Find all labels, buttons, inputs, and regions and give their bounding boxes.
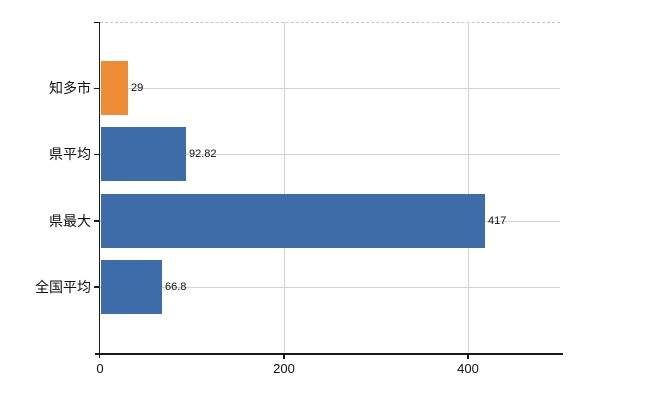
- plot-top-dashed-border: [100, 22, 560, 23]
- y-axis-tick: [93, 87, 99, 90]
- bar: [101, 259, 162, 314]
- y-axis-tick: [93, 286, 99, 288]
- x-axis-line: [95, 353, 563, 355]
- category-label: 県最大: [49, 212, 91, 229]
- bar-value-label: 417: [488, 214, 507, 227]
- x-axis-tick: [283, 353, 285, 359]
- y-axis-tick: [93, 153, 99, 156]
- h-gridline: [100, 286, 560, 288]
- x-axis-tick: [467, 353, 469, 359]
- category-label: 県平均: [49, 146, 91, 163]
- y-axis-tick: [93, 21, 99, 23]
- bar-value-label: 29: [131, 82, 144, 95]
- x-tick-label: 200: [273, 361, 295, 376]
- bar: [101, 127, 186, 182]
- x-tick-label: 400: [457, 361, 479, 376]
- bar: [101, 61, 128, 116]
- category-label: 全国平均: [35, 278, 91, 295]
- v-gridline: [468, 22, 469, 353]
- category-label: 知多市: [49, 80, 91, 97]
- y-axis-line: [98, 22, 100, 358]
- h-gridline: [100, 88, 560, 90]
- bar-value-label: 66.8: [165, 280, 187, 293]
- y-axis-tick: [93, 220, 99, 222]
- x-tick-label: 0: [96, 361, 104, 376]
- bar-value-label: 92.82: [189, 148, 217, 161]
- bar: [101, 193, 485, 248]
- v-gridline: [284, 22, 285, 353]
- h-gridline: [100, 154, 560, 156]
